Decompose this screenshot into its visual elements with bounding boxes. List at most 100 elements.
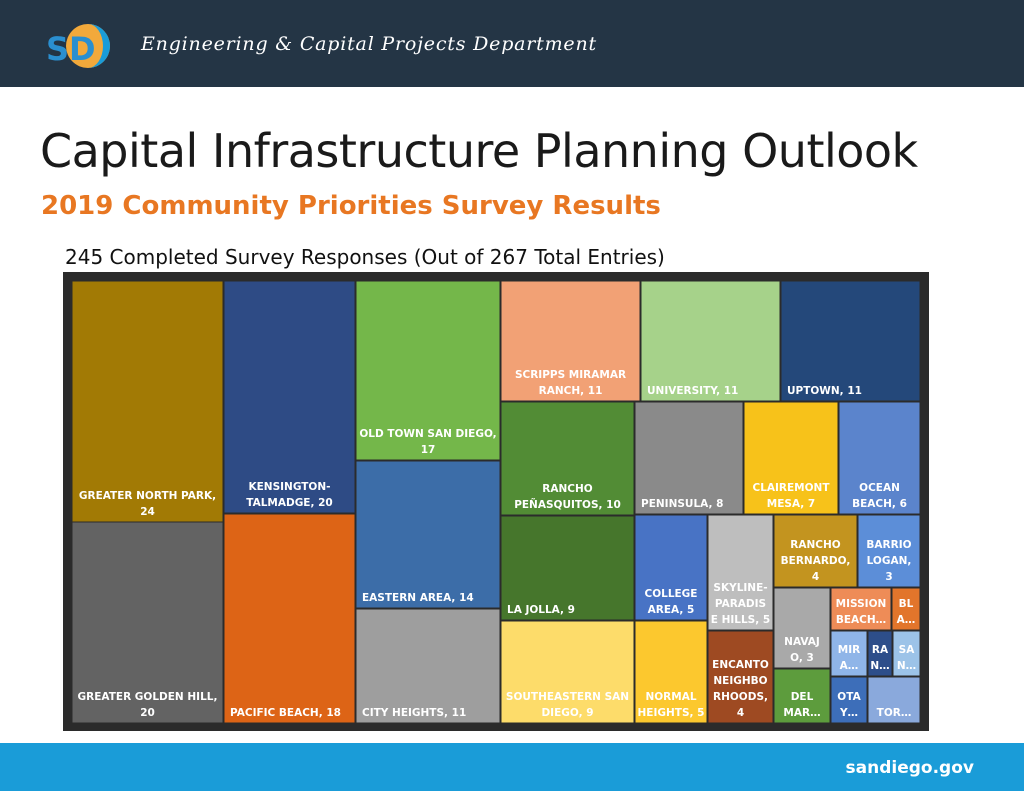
treemap-tile-skyline-paradise-hills-5[interactable]: SKYLINE-PARADIS E HILLS, 5 bbox=[707, 514, 774, 631]
treemap-label-sa-n: SA N… bbox=[897, 644, 916, 672]
treemap-tile-bl-a[interactable]: BL A… bbox=[891, 587, 921, 631]
treemap-tile-rancho-pe-asquitos-10[interactable]: RANCHO PEÑASQUITOS, 10 bbox=[500, 401, 635, 516]
san-diego-logo[interactable]: SD bbox=[44, 20, 114, 72]
treemap-label-university-11: UNIVERSITY, 11 bbox=[647, 385, 738, 397]
treemap-rect-ra-n bbox=[867, 630, 893, 677]
treemap-rect-uptown-11 bbox=[780, 280, 921, 402]
treemap-tile-scripps-miramar-ranch-11[interactable]: SCRIPPS MIRAMAR RANCH, 11 bbox=[500, 280, 641, 402]
treemap-label-old-town-san-diego-17: OLD TOWN SAN DIEGO, 17 bbox=[359, 428, 496, 456]
treemap-chart: GREATER NORTH PARK, 24 GREATER GOLDEN HILL… bbox=[63, 272, 929, 731]
treemap-label-scripps-miramar-ranch-11: SCRIPPS MIRAMAR RANCH, 11 bbox=[515, 369, 626, 397]
treemap-label-city-heights-11: CITY HEIGHTS, 11 bbox=[362, 707, 466, 719]
treemap-rect-southeastern-san-diego-9 bbox=[500, 620, 635, 724]
treemap-label-bl-a: BL A… bbox=[897, 598, 916, 626]
treemap-label-barrio-logan-3: BARRIO LOGAN, 3 bbox=[866, 539, 911, 583]
treemap-rect-city-heights-11 bbox=[355, 608, 501, 724]
treemap-rect-tor bbox=[867, 676, 921, 724]
treemap-rect-kensington-talmadge-20 bbox=[223, 280, 356, 514]
treemap-tile-ra-n[interactable]: RA N… bbox=[867, 630, 893, 677]
treemap-tile-sa-n[interactable]: SA N… bbox=[892, 630, 921, 677]
treemap-rect-peninsula-8 bbox=[634, 401, 744, 515]
treemap-tile-kensington-talmadge-20[interactable]: KENSINGTON-TALMADGE, 20 bbox=[223, 280, 356, 514]
page-subtitle: 2019 Community Priorities Survey Results bbox=[41, 191, 661, 221]
treemap-tile-greater-north-park-24[interactable]: GREATER NORTH PARK, 24 bbox=[71, 280, 224, 523]
treemap-label-peninsula-8: PENINSULA, 8 bbox=[641, 498, 723, 510]
treemap-rect-eastern-area-14 bbox=[355, 460, 501, 609]
treemap-rect-mir-a bbox=[830, 630, 868, 677]
treemap-tile-college-area-5[interactable]: COLLEGE AREA, 5 bbox=[634, 514, 708, 621]
treemap-label-college-area-5: COLLEGE AREA, 5 bbox=[645, 588, 698, 616]
treemap-tile-uptown-11[interactable]: UPTOWN, 11 bbox=[780, 280, 921, 402]
treemap-label-kensington-talmadge-20: KENSINGTON-TALMADGE, 20 bbox=[246, 481, 333, 509]
treemap-label-rancho-bernardo-4: RANCHO BERNARDO, 4 bbox=[781, 539, 851, 583]
treemap-tile-la-jolla-9[interactable]: LA JOLLA, 9 bbox=[500, 515, 635, 621]
treemap-label-eastern-area-14: EASTERN AREA, 14 bbox=[362, 592, 474, 604]
treemap-label-clairemont-mesa-7: CLAIREMONT MESA, 7 bbox=[752, 482, 830, 510]
treemap-tile-university-11[interactable]: UNIVERSITY, 11 bbox=[640, 280, 781, 402]
treemap-tile-normal-heights-5[interactable]: NORMAL HEIGHTS, 5 bbox=[634, 620, 708, 724]
treemap-rect-normal-heights-5 bbox=[634, 620, 708, 724]
treemap-rect-navajo-3 bbox=[773, 587, 831, 669]
treemap-svg: GREATER NORTH PARK, 24 GREATER GOLDEN HILL… bbox=[71, 280, 921, 724]
treemap-rect-barrio-logan-3 bbox=[857, 514, 921, 588]
treemap-label-southeastern-san-diego-9: SOUTHEASTERN SAN DIEGO, 9 bbox=[506, 691, 629, 719]
treemap-rect-rancho-bernardo-4 bbox=[773, 514, 858, 588]
treemap-rect-encanto-neighborhoods-4 bbox=[707, 630, 774, 724]
responses-note: 245 Completed Survey Responses (Out of 2… bbox=[65, 245, 665, 269]
treemap-rect-clairemont-mesa-7 bbox=[743, 401, 839, 515]
treemap-rect-ota-y bbox=[830, 676, 868, 724]
treemap-label-uptown-11: UPTOWN, 11 bbox=[787, 385, 862, 397]
treemap-rect-del-mar bbox=[773, 668, 831, 724]
treemap-rect-la-jolla-9 bbox=[500, 515, 635, 621]
treemap-rect-bl-a bbox=[891, 587, 921, 631]
treemap-label-mir-a: MIR A… bbox=[838, 644, 860, 672]
treemap-rect-skyline-paradise-hills-5 bbox=[707, 514, 774, 631]
treemap-rect-greater-north-park-24 bbox=[71, 280, 224, 523]
treemap-tile-tor[interactable]: TOR… bbox=[867, 676, 921, 724]
treemap-label-del-mar: DEL MAR… bbox=[783, 691, 820, 719]
treemap-rect-sa-n bbox=[892, 630, 921, 677]
treemap-label-ota-y: OTA Y… bbox=[837, 691, 861, 719]
treemap-label-encanto-neighborhoods-4: ENCANTO NEIGHBO RHOODS, 4 bbox=[712, 659, 769, 719]
treemap-label-rancho-pe-asquitos-10: RANCHO PEÑASQUITOS, 10 bbox=[514, 483, 621, 511]
treemap-tile-del-mar[interactable]: DEL MAR… bbox=[773, 668, 831, 724]
treemap-rect-greater-golden-hill-20 bbox=[71, 521, 224, 724]
treemap-rect-old-town-san-diego-17 bbox=[355, 280, 501, 461]
treemap-label-skyline-paradise-hills-5: SKYLINE-PARADIS E HILLS, 5 bbox=[711, 582, 770, 626]
treemap-tile-old-town-san-diego-17[interactable]: OLD TOWN SAN DIEGO, 17 bbox=[355, 280, 501, 461]
treemap-rect-university-11 bbox=[640, 280, 781, 402]
treemap-label-ra-n: RA N… bbox=[870, 644, 889, 672]
treemap-tile-mir-a[interactable]: MIR A… bbox=[830, 630, 868, 677]
treemap-tile-peninsula-8[interactable]: PENINSULA, 8 bbox=[634, 401, 744, 515]
treemap-tile-city-heights-11[interactable]: CITY HEIGHTS, 11 bbox=[355, 608, 501, 724]
treemap-label-tor: TOR… bbox=[877, 707, 912, 719]
footer-bar: sandiego.gov bbox=[0, 743, 1024, 791]
treemap-label-la-jolla-9: LA JOLLA, 9 bbox=[507, 604, 575, 616]
treemap-tile-greater-golden-hill-20[interactable]: GREATER GOLDEN HILL, 20 bbox=[71, 521, 224, 724]
treemap-tile-southeastern-san-diego-9[interactable]: SOUTHEASTERN SAN DIEGO, 9 bbox=[500, 620, 635, 724]
treemap-tile-mission-beach[interactable]: MISSION BEACH… bbox=[830, 587, 892, 631]
site-link[interactable]: sandiego.gov bbox=[845, 758, 974, 778]
treemap-label-greater-golden-hill-20: GREATER GOLDEN HILL, 20 bbox=[78, 691, 218, 719]
treemap-tile-barrio-logan-3[interactable]: BARRIO LOGAN, 3 bbox=[857, 514, 921, 588]
treemap-rect-college-area-5 bbox=[634, 514, 708, 621]
treemap-rect-scripps-miramar-ranch-11 bbox=[500, 280, 641, 402]
treemap-tile-clairemont-mesa-7[interactable]: CLAIREMONT MESA, 7 bbox=[743, 401, 839, 515]
treemap-tile-encanto-neighborhoods-4[interactable]: ENCANTO NEIGHBO RHOODS, 4 bbox=[707, 630, 774, 724]
treemap-label-mission-beach: MISSION BEACH… bbox=[836, 598, 887, 626]
treemap-tile-eastern-area-14[interactable]: EASTERN AREA, 14 bbox=[355, 460, 501, 609]
treemap-label-pacific-beach-18: PACIFIC BEACH, 18 bbox=[230, 707, 341, 719]
treemap-tile-pacific-beach-18[interactable]: PACIFIC BEACH, 18 bbox=[223, 513, 356, 724]
page-title: Capital Infrastructure Planning Outlook bbox=[40, 124, 918, 178]
department-name: Engineering & Capital Projects Departmen… bbox=[141, 33, 597, 55]
treemap-tile-rancho-bernardo-4[interactable]: RANCHO BERNARDO, 4 bbox=[773, 514, 858, 588]
header-bar: SD Engineering & Capital Projects Depart… bbox=[0, 0, 1024, 87]
logo-text: SD bbox=[46, 30, 96, 68]
treemap-tile-ocean-beach-6[interactable]: OCEAN BEACH, 6 bbox=[838, 401, 921, 515]
treemap-rect-rancho-pe-asquitos-10 bbox=[500, 401, 635, 516]
treemap-tile-navajo-3[interactable]: NAVAJ O, 3 bbox=[773, 587, 831, 669]
treemap-tile-ota-y[interactable]: OTA Y… bbox=[830, 676, 868, 724]
treemap-rect-ocean-beach-6 bbox=[838, 401, 921, 515]
treemap-label-navajo-3: NAVAJ O, 3 bbox=[784, 636, 820, 664]
treemap-rect-mission-beach bbox=[830, 587, 892, 631]
